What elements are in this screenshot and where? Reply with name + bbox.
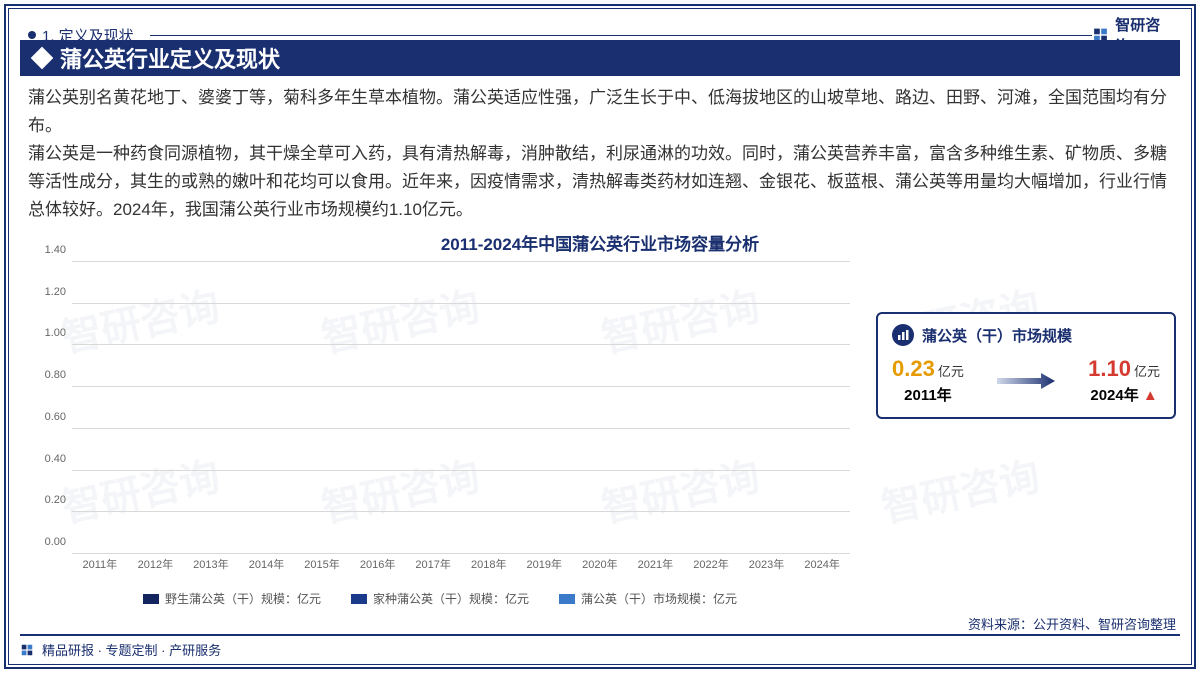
y-tick-label: 1.20 (45, 286, 66, 298)
legend-swatch (143, 594, 159, 604)
legend-item: 蒲公英（干）市场规模：亿元 (559, 590, 737, 607)
info-from: 0.23亿元 2011年 (892, 356, 964, 405)
legend-swatch (351, 594, 367, 604)
y-tick-label: 0.20 (45, 494, 66, 506)
grid-line (72, 428, 850, 429)
grid-line (72, 553, 850, 554)
y-tick-label: 1.40 (45, 244, 66, 256)
x-tick-label: 2020年 (576, 556, 624, 572)
page-title: 蒲公英行业定义及现状 (60, 42, 280, 74)
grid-line (72, 386, 850, 387)
x-tick-label: 2016年 (354, 556, 402, 572)
breadcrumb-rule (150, 35, 1093, 36)
y-tick-label: 0.60 (45, 411, 66, 423)
info-card-row: 0.23亿元 2011年 1.10亿元 2024年 ▲ (892, 356, 1160, 405)
info-card: 蒲公英（干）市场规模 0.23亿元 2011年 1.10亿元 2024年 ▲ (876, 312, 1176, 419)
legend-item: 家种蒲公英（干）规模：亿元 (351, 590, 529, 607)
chart-title: 2011-2024年中国蒲公英行业市场容量分析 (0, 230, 1200, 255)
grid-line (72, 511, 850, 512)
chart-x-labels: 2011年 2012年 2013年 2014年 2015年 2016年 2017年 2018年… (72, 556, 850, 572)
legend-label: 蒲公英（干）市场规模：亿元 (581, 590, 737, 607)
y-tick-label: 0.00 (45, 536, 66, 548)
legend-label: 野生蒲公英（干）规模：亿元 (165, 590, 321, 607)
chart-plot-area: 0.000.200.400.600.801.001.201.40 (72, 262, 850, 554)
chart: 0.000.200.400.600.801.001.201.40 2011年20… (20, 254, 860, 584)
info-from-unit: 亿元 (938, 364, 964, 379)
legend-item: 野生蒲公英（干）规模：亿元 (143, 590, 321, 607)
grid-line (72, 470, 850, 471)
y-tick-label: 1.00 (45, 327, 66, 339)
body-text: 蒲公英别名黄花地丁、婆婆丁等，菊科多年生草本植物。蒲公英适应性强，广泛生长于中、… (28, 84, 1172, 224)
x-tick-label: 2014年 (242, 556, 290, 572)
footer-text: 精品研报 · 专题定制 · 产研服务 (42, 640, 221, 659)
grid-line (72, 303, 850, 304)
info-from-year: 2011年 (892, 384, 964, 405)
trend-up-icon: ▲ (1143, 387, 1158, 404)
arrow-right-icon (997, 372, 1055, 390)
info-to: 1.10亿元 2024年 ▲ (1088, 356, 1160, 405)
x-tick-label: 2023年 (743, 556, 791, 572)
footer: 精品研报 · 专题定制 · 产研服务 (20, 634, 1180, 659)
x-tick-label: 2017年 (409, 556, 457, 572)
paragraph-1: 蒲公英别名黄花地丁、婆婆丁等，菊科多年生草本植物。蒲公英适应性强，广泛生长于中、… (28, 84, 1172, 140)
chart-legend: 野生蒲公英（干）规模：亿元 家种蒲公英（干）规模：亿元 蒲公英（干）市场规模：亿元 (20, 590, 860, 607)
x-tick-label: 2013年 (187, 556, 235, 572)
x-tick-label: 2021年 (631, 556, 679, 572)
grid-line (72, 344, 850, 345)
footer-logo-icon (20, 643, 34, 657)
title-band: 蒲公英行业定义及现状 (20, 40, 1180, 76)
x-tick-label: 2022年 (687, 556, 735, 572)
y-tick-label: 0.40 (45, 453, 66, 465)
legend-label: 家种蒲公英（干）规模：亿元 (373, 590, 529, 607)
source-text: 资料来源：公开资料、智研咨询整理 (968, 614, 1176, 633)
stats-icon (892, 324, 914, 346)
bullet-icon (28, 31, 36, 39)
x-tick-label: 2011年 (76, 556, 124, 572)
x-tick-label: 2015年 (298, 556, 346, 572)
legend-swatch (559, 594, 575, 604)
grid-line (72, 261, 850, 262)
x-tick-label: 2019年 (520, 556, 568, 572)
info-to-value: 1.10 (1088, 356, 1131, 381)
diamond-icon (31, 47, 54, 70)
info-card-title: 蒲公英（干）市场规模 (922, 325, 1072, 346)
info-to-unit: 亿元 (1134, 364, 1160, 379)
x-tick-label: 2024年 (798, 556, 846, 572)
x-tick-label: 2018年 (465, 556, 513, 572)
x-tick-label: 2012年 (131, 556, 179, 572)
info-to-year: 2024年 ▲ (1088, 384, 1160, 405)
info-card-header: 蒲公英（干）市场规模 (892, 324, 1160, 346)
paragraph-2: 蒲公英是一种药食同源植物，其干燥全草可入药，具有清热解毒，消肿散结，利尿通淋的功… (28, 140, 1172, 224)
chart-bars (72, 262, 850, 554)
info-from-value: 0.23 (892, 356, 935, 381)
y-tick-label: 0.80 (45, 369, 66, 381)
